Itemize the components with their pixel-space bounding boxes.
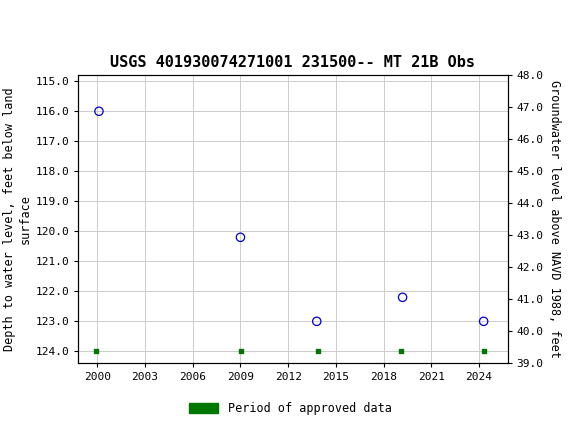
Point [480, 348, 489, 355]
Text: USGS: USGS [26, 11, 70, 29]
Y-axis label: Groundwater level above NAVD 1988, feet: Groundwater level above NAVD 1988, feet [548, 80, 561, 358]
Point [312, 318, 321, 325]
Point [479, 318, 488, 325]
Point [396, 348, 405, 355]
Point [91, 348, 100, 355]
Point [398, 294, 407, 301]
Y-axis label: Depth to water level, feet below land
surface: Depth to water level, feet below land su… [3, 87, 31, 351]
Point [95, 108, 104, 115]
Legend: Period of approved data: Period of approved data [184, 397, 396, 420]
Title: USGS 401930074271001 231500-- MT 21B Obs: USGS 401930074271001 231500-- MT 21B Obs [110, 55, 476, 70]
Point [237, 348, 246, 355]
Point [314, 348, 323, 355]
Text: ▒: ▒ [3, 7, 16, 33]
Point [236, 234, 245, 241]
